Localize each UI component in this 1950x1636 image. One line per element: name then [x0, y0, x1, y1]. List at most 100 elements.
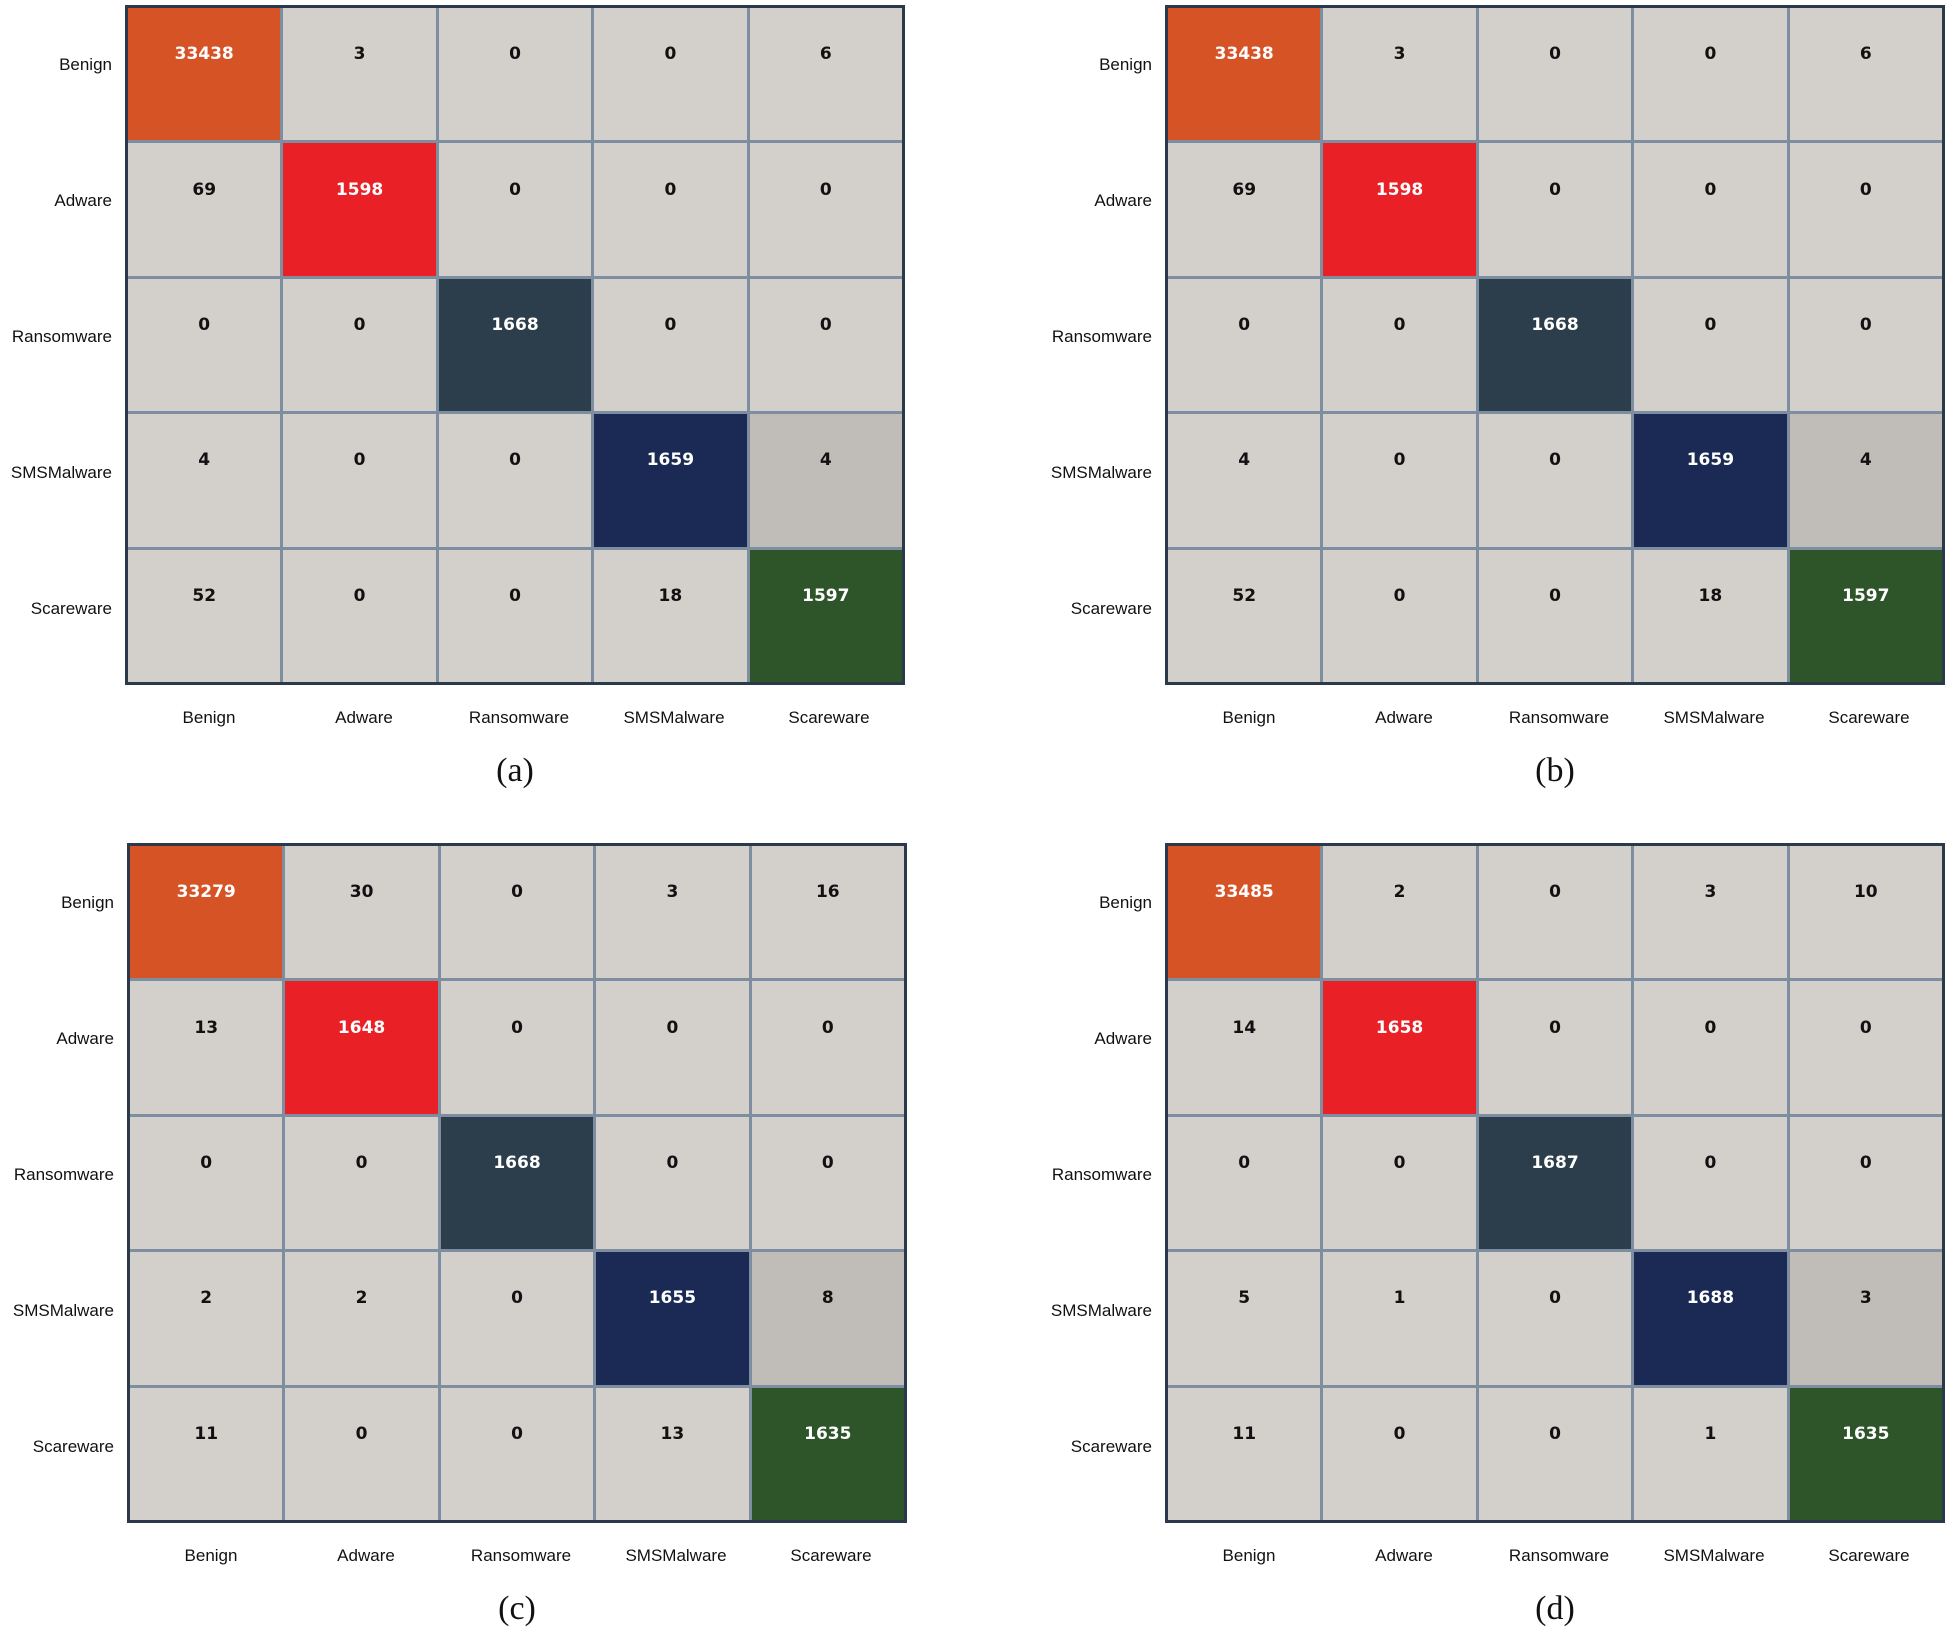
matrix-cell-adware-benign: 69	[1168, 143, 1321, 276]
matrix-cell-ransomware-adware: 0	[1323, 1116, 1476, 1250]
matrix-cell-scareware-smsmalware: 18	[1634, 549, 1787, 682]
matrix-cell-ransomware-scareware: 0	[751, 1116, 904, 1250]
matrix-cell-scareware-ransomware: 0	[438, 549, 592, 682]
row-label-benign: Benign	[59, 55, 112, 74]
matrix-cell-adware-ransomware: 0	[440, 981, 594, 1114]
matrix-cell-ransomware-benign: 0	[1168, 278, 1321, 412]
col-label-ransomware: Ransomware	[1508, 708, 1610, 727]
panel-caption: (c)	[498, 1590, 536, 1627]
panel-caption: (b)	[1535, 752, 1575, 789]
matrix-cell-smsmalware-scareware: 8	[751, 1252, 904, 1385]
row-label-ransomware: Ransomware	[1051, 327, 1152, 346]
matrix-cell-smsmalware-smsmalware: 1659	[1634, 414, 1787, 547]
matrix-cell-adware-scareware: 0	[1789, 143, 1942, 276]
matrix-cell-scareware-ransomware: 0	[1478, 549, 1632, 682]
col-label-adware: Adware	[1375, 1546, 1433, 1565]
row-label-ransomware: Ransomware	[1051, 1165, 1152, 1184]
matrix-cell-adware-adware: 1598	[283, 143, 436, 276]
matrix-cell-scareware-benign: 52	[128, 549, 281, 682]
row-label-ransomware: Ransomware	[13, 1165, 114, 1184]
matrix-cell-ransomware-adware: 0	[283, 278, 436, 412]
col-label-ransomware: Ransomware	[1508, 1546, 1610, 1565]
matrix-cell-adware-benign: 13	[130, 981, 283, 1114]
row-label-smsmalware: SMSMalware	[10, 463, 112, 482]
row-label-benign: Benign	[1099, 893, 1152, 912]
matrix-cell-smsmalware-ransomware: 0	[1478, 414, 1632, 547]
matrix-cell-ransomware-adware: 0	[285, 1116, 438, 1250]
matrix-cell-benign-smsmalware: 0	[1634, 8, 1787, 141]
matrix-cell-scareware-benign: 52	[1168, 549, 1321, 682]
matrix-cell-ransomware-ransomware: 1668	[438, 278, 592, 412]
col-label-smsmalware: SMSMalware	[625, 1546, 727, 1565]
matrix-grid: 33438 3 0 0 6 69 1598 0 0 0 0 0 1668 0 0 4 0 0 1659 4 52 0 0 18…	[125, 5, 905, 685]
matrix-cell-benign-ransomware: 0	[440, 846, 594, 979]
matrix-cell-smsmalware-benign: 2	[130, 1252, 283, 1385]
col-label-scareware: Scareware	[790, 1546, 872, 1565]
matrix-cell-smsmalware-adware: 0	[1323, 414, 1476, 547]
col-label-adware: Adware	[335, 708, 393, 727]
matrix-cell-scareware-scareware: 1635	[751, 1387, 904, 1520]
col-label-scareware: Scareware	[1828, 708, 1910, 727]
matrix-cell-smsmalware-benign: 4	[128, 414, 281, 547]
matrix-cell-scareware-adware: 0	[285, 1387, 438, 1520]
matrix-cell-benign-adware: 2	[1323, 846, 1476, 979]
matrix-cell-ransomware-ransomware: 1668	[440, 1116, 594, 1250]
col-label-scareware: Scareware	[1828, 1546, 1910, 1565]
matrix-cell-ransomware-scareware: 0	[1789, 278, 1942, 412]
matrix-cell-benign-ransomware: 0	[1478, 8, 1632, 141]
matrix-cell-adware-scareware: 0	[1789, 981, 1942, 1114]
matrix-cell-adware-scareware: 0	[751, 981, 904, 1114]
matrix-cell-adware-ransomware: 0	[1478, 143, 1632, 276]
row-label-adware: Adware	[54, 191, 112, 210]
matrix-cell-adware-smsmalware: 0	[1634, 981, 1787, 1114]
matrix-cell-ransomware-benign: 0	[128, 278, 281, 412]
col-label-benign: Benign	[184, 1546, 238, 1565]
row-label-benign: Benign	[1099, 55, 1152, 74]
matrix-cell-adware-benign: 69	[128, 143, 281, 276]
matrix-cell-adware-smsmalware: 0	[1634, 143, 1787, 276]
row-label-scareware: Scareware	[1070, 1437, 1152, 1456]
matrix-cell-scareware-adware: 0	[1323, 549, 1476, 682]
col-label-ransomware: Ransomware	[468, 708, 570, 727]
matrix-cell-smsmalware-smsmalware: 1655	[596, 1252, 749, 1385]
matrix-cell-smsmalware-smsmalware: 1688	[1634, 1252, 1787, 1385]
matrix-cell-ransomware-benign: 0	[130, 1116, 283, 1250]
matrix-cell-smsmalware-ransomware: 0	[1478, 1252, 1632, 1385]
matrix-grid: 33438 3 0 0 6 69 1598 0 0 0 0 0 1668 0 0 4 0 0 1659 4 52 0 0 18…	[1165, 5, 1945, 685]
col-label-smsmalware: SMSMalware	[623, 708, 725, 727]
panel-caption: (d)	[1535, 1590, 1575, 1627]
matrix-cell-benign-adware: 30	[285, 846, 438, 979]
matrix-cell-adware-ransomware: 0	[1478, 981, 1632, 1114]
row-label-scareware: Scareware	[32, 1437, 114, 1456]
matrix-cell-smsmalware-adware: 2	[285, 1252, 438, 1385]
matrix-cell-smsmalware-adware: 0	[283, 414, 436, 547]
row-label-smsmalware: SMSMalware	[1050, 1301, 1152, 1320]
matrix-cell-smsmalware-ransomware: 0	[440, 1252, 594, 1385]
col-label-benign: Benign	[1222, 708, 1276, 727]
matrix-cell-scareware-adware: 0	[283, 549, 436, 682]
col-label-benign: Benign	[182, 708, 236, 727]
matrix-cell-scareware-smsmalware: 1	[1634, 1387, 1787, 1520]
row-label-smsmalware: SMSMalware	[1050, 463, 1152, 482]
col-label-adware: Adware	[1375, 708, 1433, 727]
row-label-adware: Adware	[1094, 191, 1152, 210]
matrix-cell-benign-adware: 3	[283, 8, 436, 141]
row-label-smsmalware: SMSMalware	[12, 1301, 114, 1320]
matrix-cell-ransomware-benign: 0	[1168, 1116, 1321, 1250]
matrix-cell-adware-adware: 1658	[1323, 981, 1476, 1114]
matrix-cell-scareware-adware: 0	[1323, 1387, 1476, 1520]
matrix-cell-ransomware-scareware: 0	[1789, 1116, 1942, 1250]
matrix-cell-ransomware-smsmalware: 0	[596, 1116, 749, 1250]
matrix-cell-scareware-scareware: 1597	[1789, 549, 1942, 682]
matrix-cell-benign-benign: 33438	[1168, 8, 1321, 141]
matrix-cell-benign-benign: 33279	[130, 846, 283, 979]
matrix-cell-ransomware-smsmalware: 0	[1634, 1116, 1787, 1250]
matrix-cell-smsmalware-ransomware: 0	[438, 414, 592, 547]
panel-caption: (a)	[496, 752, 534, 789]
matrix-cell-adware-adware: 1648	[285, 981, 438, 1114]
matrix-cell-ransomware-ransomware: 1687	[1478, 1116, 1632, 1250]
matrix-cell-benign-smsmalware: 3	[596, 846, 749, 979]
col-label-smsmalware: SMSMalware	[1663, 708, 1765, 727]
matrix-cell-scareware-benign: 11	[130, 1387, 283, 1520]
matrix-cell-benign-adware: 3	[1323, 8, 1476, 141]
